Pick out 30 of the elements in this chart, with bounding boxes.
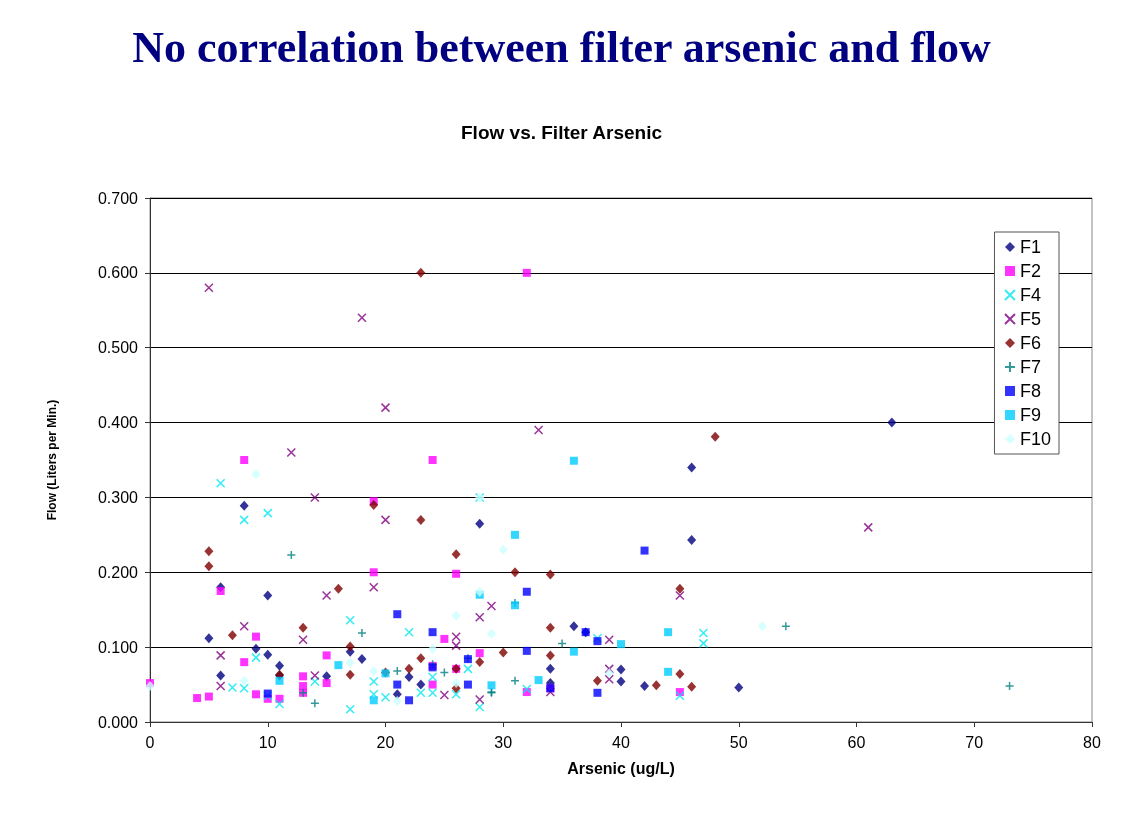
x-tick-label: 0 xyxy=(145,733,155,751)
x-tick-label: 60 xyxy=(847,733,866,751)
legend-label: F4 xyxy=(1019,285,1041,305)
y-tick-label: 0.200 xyxy=(97,563,139,581)
x-tick-label: 30 xyxy=(494,733,513,751)
x-tick-label: 10 xyxy=(258,733,277,751)
x-tick-label: 40 xyxy=(612,733,630,751)
legend-label: F5 xyxy=(1019,309,1041,329)
y-tick-label: 0.700 xyxy=(97,189,139,207)
y-tick-label: 0.100 xyxy=(97,638,139,656)
chart-title: No correlation between filter arsenic and flow xyxy=(131,22,992,73)
x-tick-label: 50 xyxy=(729,733,748,751)
legend-label: F10 xyxy=(1019,429,1052,449)
legend-label: F7 xyxy=(1019,357,1041,377)
x-tick-label: 80 xyxy=(1083,733,1101,751)
x-tick-label: 20 xyxy=(376,733,395,751)
y-tick-label: 0.600 xyxy=(97,264,139,282)
y-tick-label: 0.500 xyxy=(97,339,139,357)
legend-label: F2 xyxy=(1019,261,1041,281)
x-tick-label: 70 xyxy=(965,733,984,751)
y-tick-label: 0.400 xyxy=(97,414,139,432)
y-tick-label: 0.300 xyxy=(97,488,139,506)
legend-label: F9 xyxy=(1019,405,1041,425)
legend-label: F1 xyxy=(1019,237,1041,257)
chart-subtitle: Flow vs. Filter Arsenic xyxy=(461,122,663,143)
y-axis-title: Flow (Liters per Min.) xyxy=(45,399,59,521)
legend-label: F8 xyxy=(1019,381,1041,401)
legend-label: F6 xyxy=(1019,333,1041,353)
x-axis-title: Arsenic (ug/L) xyxy=(567,759,675,777)
y-tick-label: 0.000 xyxy=(97,713,139,731)
